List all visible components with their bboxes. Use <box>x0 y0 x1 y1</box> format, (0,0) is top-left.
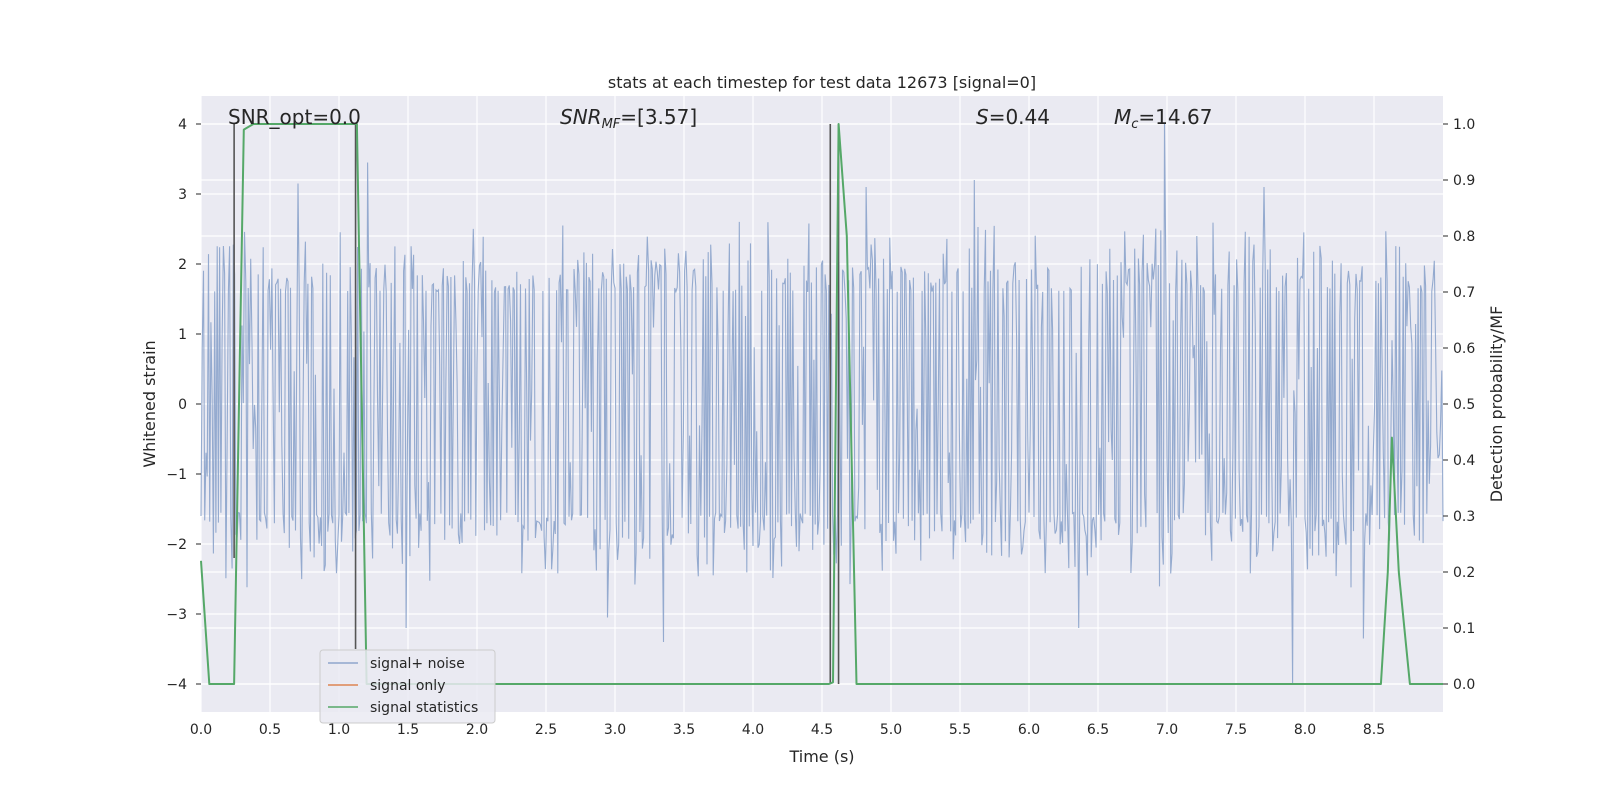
legend-label-signal-statistics: signal statistics <box>370 700 478 716</box>
x-tick-label: 6.5 <box>1087 722 1109 738</box>
noise-trace <box>200 123 1444 685</box>
annotation-snr-mf-main: SNR <box>560 105 602 129</box>
annotation-mc: Mc=14.67 <box>1114 105 1212 132</box>
y2-axis-title: Detection probability/MF <box>1487 306 1506 503</box>
y2-tick-label: 0.1 <box>1453 621 1475 637</box>
y2-tick-label: 1.0 <box>1453 117 1475 133</box>
y2-tick-label: 0.6 <box>1453 341 1475 357</box>
legend: signal+ noise signal only signal statist… <box>319 649 496 724</box>
x-tick-label: 1.0 <box>328 722 350 738</box>
x-tick-label: 5.0 <box>880 722 902 738</box>
y-tick-label: 3 <box>178 187 187 203</box>
y-tick-label: −1 <box>166 467 187 483</box>
series-signal-statistics <box>200 123 1443 685</box>
chart-title: stats at each timestep for test data 126… <box>608 73 1036 92</box>
x-tick-labels: 0.0 0.5 1.0 1.5 2.0 2.5 3.0 3.5 4.0 4.5 5.0 5.5 6.0 6… <box>190 722 1385 738</box>
annotation-mc-sub: c <box>1131 117 1138 132</box>
y-tick-labels: −4 −3 −2 −1 0 1 2 3 4 <box>166 117 201 693</box>
y2-tick-label: 0.7 <box>1453 285 1475 301</box>
y2-tick-label: 0.0 <box>1453 677 1475 693</box>
x-tick-label: 3.5 <box>673 722 695 738</box>
y2-tick-label: 0.8 <box>1453 229 1475 245</box>
x-tick-label: 7.5 <box>1225 722 1247 738</box>
x-tick-label: 7.0 <box>1156 722 1178 738</box>
y-tick-label: −3 <box>166 607 187 623</box>
y-axis-title: Whitened strain <box>140 340 159 467</box>
annotation-snr-mf-sub: MF <box>602 117 621 132</box>
x-tick-label: 5.5 <box>949 722 971 738</box>
x-tick-label: 3.0 <box>604 722 626 738</box>
y2-tick-label: 0.4 <box>1453 453 1475 469</box>
annotation-mc-value: =14.67 <box>1138 105 1212 129</box>
annotation-s-main: S <box>976 105 989 129</box>
y-tick-label: 1 <box>178 327 187 343</box>
x-tick-label: 8.0 <box>1294 722 1316 738</box>
annotation-snr-opt: SNR_opt=0.0 <box>228 105 361 129</box>
x-tick-label: 1.5 <box>397 722 419 738</box>
legend-box <box>319 649 496 724</box>
x-tick-label: 8.5 <box>1363 722 1385 738</box>
legend-label-signal-noise: signal+ noise <box>370 656 465 672</box>
y2-tick-label: 0.2 <box>1453 565 1475 581</box>
x-tick-label: 4.0 <box>742 722 764 738</box>
legend-label-signal-only: signal only <box>370 678 445 694</box>
y2-tick-label: 0.9 <box>1453 173 1475 189</box>
annotation-s-value: =0.44 <box>989 105 1050 129</box>
x-tick-label: 0.5 <box>259 722 281 738</box>
y2-tick-label: 0.5 <box>1453 397 1475 413</box>
x-tick-label: 0.0 <box>190 722 212 738</box>
y-tick-label: 0 <box>178 397 187 413</box>
x-tick-label: 4.5 <box>811 722 833 738</box>
y-tick-label: 4 <box>178 117 187 133</box>
y-tick-label: 2 <box>178 257 187 273</box>
x-tick-label: 2.5 <box>535 722 557 738</box>
annotation-mc-main: M <box>1114 105 1131 129</box>
series-signal-noise <box>200 123 1444 685</box>
annotation-snr-mf: SNRMF=[3.57] <box>560 105 697 132</box>
annotation-s: S=0.44 <box>976 105 1050 129</box>
y2-tick-labels: 0.0 0.1 0.2 0.3 0.4 0.5 0.6 0.7 0.8 0.9 1.0 <box>1443 117 1475 693</box>
statistics-trace <box>200 123 1443 685</box>
y-tick-label: −2 <box>166 537 187 553</box>
x-tick-label: 6.0 <box>1018 722 1040 738</box>
y-tick-label: −4 <box>166 677 187 693</box>
y2-tick-label: 0.3 <box>1453 509 1475 525</box>
x-axis-title: Time (s) <box>788 747 854 766</box>
annotation-snr-mf-value: =[3.57] <box>620 105 697 129</box>
x-tick-label: 2.0 <box>466 722 488 738</box>
